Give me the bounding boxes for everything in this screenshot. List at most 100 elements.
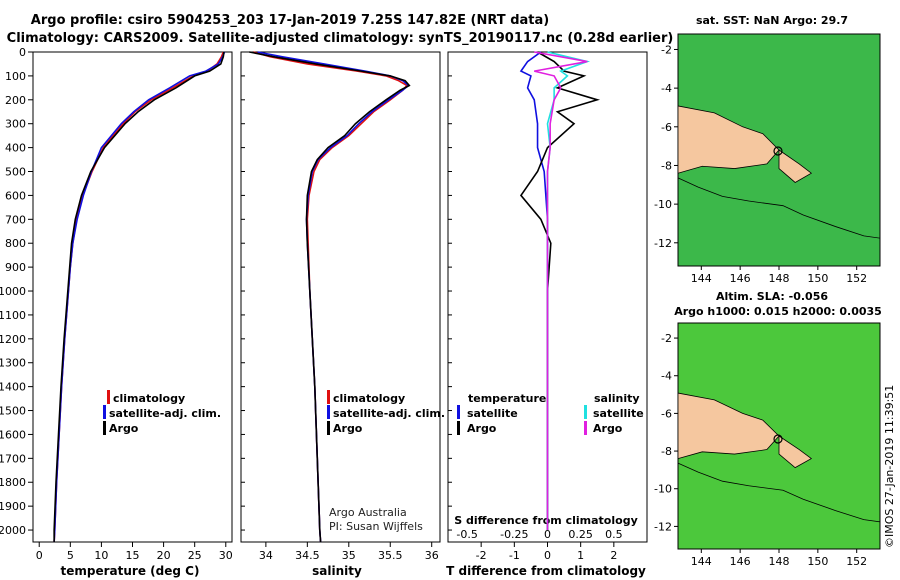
series-t-argo — [519, 51, 601, 531]
sla-map-title-line2: Argo h1000: 0.015 h2000: 0.0035 — [674, 305, 882, 318]
temperature-axis-label: temperature (deg C) — [61, 564, 200, 578]
salinity-legend: climatology satellite-adj. clim. Argo — [327, 390, 445, 435]
x-tick-label: 34.5 — [295, 549, 320, 562]
s-tick-label: 0 — [544, 528, 551, 541]
series-climatology — [53, 51, 225, 543]
x-tick-label: 0 — [36, 549, 43, 562]
depth-tick-label: 1500 — [0, 405, 26, 418]
argo-float-marker — [773, 146, 783, 156]
depth-tick-label: 1800 — [0, 476, 26, 489]
depth-tick-label: 400 — [5, 142, 26, 155]
depth-tick-label: 1600 — [0, 428, 26, 441]
map-lon-label: 152 — [846, 555, 867, 568]
temperature-panel — [32, 51, 233, 543]
legend-label-climatology: climatology — [333, 392, 405, 405]
legend-swatch-t-argo — [457, 421, 460, 435]
annotation-argo-australia: Argo Australia — [329, 506, 407, 519]
figure-title-line2: Climatology: CARS2009. Satellite-adjuste… — [7, 31, 674, 46]
series-argo — [53, 51, 225, 542]
legend-label-t-argo: Argo — [467, 422, 497, 435]
png-mainland — [677, 105, 780, 174]
series-satellite-adj-clim- — [53, 51, 226, 543]
png-mainland — [677, 392, 780, 460]
temperature-legend: climatology satellite-adj. clim. Argo — [103, 390, 221, 435]
depth-tick-label: 1000 — [0, 285, 26, 298]
depth-tick-label: 600 — [5, 189, 26, 202]
x-tick-label: 35 — [342, 549, 356, 562]
depth-tick-label: 1900 — [0, 500, 26, 513]
legend-swatch-climatology — [107, 390, 110, 404]
png-peninsula — [778, 149, 813, 183]
figure-title-line1: Argo profile: csiro 5904253_203 17-Jan-2… — [31, 13, 549, 28]
map-lat-label: -8 — [661, 445, 672, 458]
map-lat-label: -6 — [661, 407, 672, 420]
legend-swatch-t-satellite — [457, 405, 460, 419]
depth-tick-label: 100 — [5, 70, 26, 83]
depth-tick-label: 1700 — [0, 452, 26, 465]
depth-tick-label: 1300 — [0, 357, 26, 370]
x-tick-label: 34 — [259, 549, 273, 562]
s-difference-axis-label: S difference from climatology — [454, 514, 638, 527]
map-lon-label: 150 — [807, 272, 828, 285]
legend-swatch-argo — [327, 421, 330, 435]
legend-label-climatology: climatology — [113, 392, 185, 405]
x-tick-label: 15 — [126, 549, 140, 562]
map-lat-label: -12 — [654, 237, 672, 250]
depth-tick-label: 2000 — [0, 524, 26, 537]
depth-tick-label: 900 — [5, 261, 26, 274]
legend-label-s-argo: Argo — [593, 422, 623, 435]
southern-coastline — [677, 177, 881, 267]
x-tick-label: 0 — [544, 549, 551, 562]
map-lat-label: -6 — [661, 121, 672, 134]
s-tick-label: 0.25 — [568, 528, 593, 541]
series-satellite-adj-clim- — [257, 51, 410, 543]
annotation-pi: PI: Susan Wijffels — [329, 520, 423, 533]
legend-label-t-satellite: satellite — [467, 407, 518, 420]
map-lon-label: 144 — [691, 272, 712, 285]
s-tick-label: 0.5 — [605, 528, 623, 541]
x-tick-label: 10 — [94, 549, 108, 562]
salinity-axis-label: salinity — [312, 564, 362, 578]
map-lat-label: -4 — [661, 370, 672, 383]
series-argo — [249, 51, 411, 543]
depth-tick-label: 500 — [5, 166, 26, 179]
map-lat-label: -10 — [654, 198, 672, 211]
s-tick-label: -0.5 — [456, 528, 477, 541]
legend-swatch-climatology — [327, 390, 330, 404]
legend-label-satellite: satellite-adj. clim. — [109, 407, 221, 420]
difference-axis-label: T difference from climatology — [446, 564, 646, 578]
southern-coastline — [677, 462, 881, 550]
map-lon-label: 150 — [807, 555, 828, 568]
series-s-satellite — [546, 51, 591, 531]
x-tick-label: 1 — [577, 549, 584, 562]
x-tick-label: -1 — [509, 549, 520, 562]
x-tick-label: 25 — [188, 549, 202, 562]
x-tick-label: 36 — [425, 549, 439, 562]
map-lon-label: 152 — [846, 272, 867, 285]
depth-tick-label: 700 — [5, 213, 26, 226]
map-lon-label: 146 — [730, 555, 751, 568]
x-tick-label: 5 — [67, 549, 74, 562]
legend-label-satellite: satellite-adj. clim. — [333, 407, 445, 420]
depth-tick-label: 0 — [19, 46, 26, 59]
legend-swatch-satellite — [327, 405, 330, 419]
argo-float-marker — [773, 434, 783, 444]
x-tick-label: -2 — [476, 549, 487, 562]
map-lat-label: -12 — [654, 520, 672, 533]
legend-label-s-satellite: satellite — [593, 407, 644, 420]
legend-title-temperature: temperature — [468, 392, 546, 405]
depth-tick-label: 1100 — [0, 309, 26, 322]
sla-map: Altim. SLA: -0.056 Argo h1000: 0.015 h20… — [654, 290, 882, 568]
series-climatology — [253, 51, 409, 543]
map-lat-label: -2 — [661, 43, 672, 56]
imos-credit: ©IMOS 27-Jan-2019 11:39:51 — [883, 385, 896, 548]
legend-swatch-argo — [103, 421, 106, 435]
map-lon-label: 148 — [769, 555, 790, 568]
x-tick-label: 20 — [157, 549, 171, 562]
legend-swatch-s-satellite — [584, 405, 587, 419]
chart-layer: 0100200300400500600700800900100011001200… — [0, 46, 623, 562]
legend-label-argo: Argo — [109, 422, 139, 435]
map-lat-label: -2 — [661, 332, 672, 345]
series-s-argo — [534, 51, 588, 531]
x-tick-label: 30 — [219, 549, 233, 562]
